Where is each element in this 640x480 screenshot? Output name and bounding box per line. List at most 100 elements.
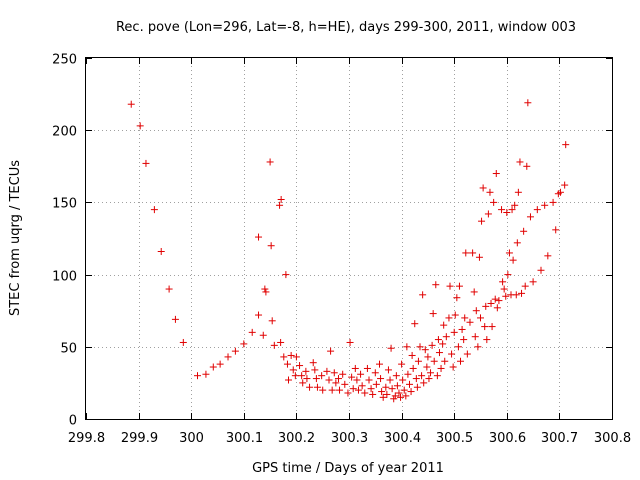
data-point [341,380,349,388]
data-point [328,386,336,394]
data-point [477,314,484,322]
data-point [348,373,356,381]
data-point [354,386,362,394]
data-point [287,351,295,359]
data-point [171,315,179,323]
data-point [411,320,419,328]
data-point [435,349,443,357]
data-point [165,285,173,293]
data-point [475,253,483,261]
data-point [403,343,411,351]
data-point [262,288,270,296]
data-point [429,310,437,318]
data-point [353,376,361,384]
axis-ticks [86,58,613,420]
data-point [325,376,333,384]
x-tick-labels: 299.8 299.9 300 300.1 300.2 300.3 300.4 300.5 30… [68,431,631,446]
data-point [392,372,400,380]
data-point [323,367,331,375]
data-point [127,100,135,108]
data-point [453,294,461,302]
data-point [270,341,278,349]
data-point [544,252,552,260]
data-point [466,318,474,326]
data-point [556,188,564,196]
data-point [390,395,398,403]
data-point [349,385,357,393]
y-tick-label: 200 [52,125,77,140]
data-point [502,292,510,300]
data-point [549,198,557,206]
data-point [491,295,499,303]
data-point [505,249,513,257]
data-point [259,331,267,339]
data-point [482,302,490,310]
data-point [277,196,285,204]
data-point [371,369,379,377]
data-point [552,226,560,234]
x-axis-label: GPS time / Days of year 2011 [252,461,444,476]
data-point [202,370,210,378]
data-point [471,333,479,341]
data-point [511,201,519,209]
data-point [285,376,293,384]
y-tick-label: 250 [52,53,77,68]
data-point [261,285,269,293]
data-point [486,188,494,196]
data-point [424,353,432,361]
data-point [526,213,534,221]
data-point [398,360,406,368]
data-point [516,158,524,166]
data-point [296,362,304,370]
data-point [451,311,459,319]
data-point [157,247,165,255]
data-point [369,390,377,398]
data-point [363,364,371,372]
data-point [150,206,158,214]
data-point [488,323,496,331]
data-point [346,338,354,346]
data-point [194,372,202,380]
data-point [358,382,366,390]
data-point [268,317,276,325]
data-point [336,386,344,394]
data-point [216,360,224,368]
data-point [445,314,453,322]
data-point [339,370,347,378]
data-point [500,285,508,293]
data-point [386,376,394,384]
data-point [472,307,480,315]
data-point [365,376,373,384]
data-point [432,281,440,289]
data-point [306,383,314,391]
data-point [299,379,307,387]
data-point [282,271,290,279]
data-point [533,206,541,214]
data-point [357,370,365,378]
data-point [462,249,470,257]
data-point [277,338,285,346]
data-point [303,375,311,383]
data-point [298,372,306,380]
data-point [136,122,144,130]
data-point [495,297,503,305]
data-point [407,388,415,396]
x-tick-label: 300.2 [278,431,315,446]
data-point [509,256,517,264]
x-tick-label: 300.7 [541,431,578,446]
data-point [493,304,501,312]
data-point [463,350,471,358]
data-point [379,393,387,401]
data-point [423,363,431,371]
data-point [483,336,491,344]
data-point [311,366,319,374]
data-point [330,369,338,377]
data-point [461,314,469,322]
data-point [209,363,217,371]
data-point [492,170,500,178]
data-point [351,364,359,372]
data-point [470,288,478,296]
data-point [442,333,450,341]
data-point [179,338,187,346]
data-point [387,344,395,352]
